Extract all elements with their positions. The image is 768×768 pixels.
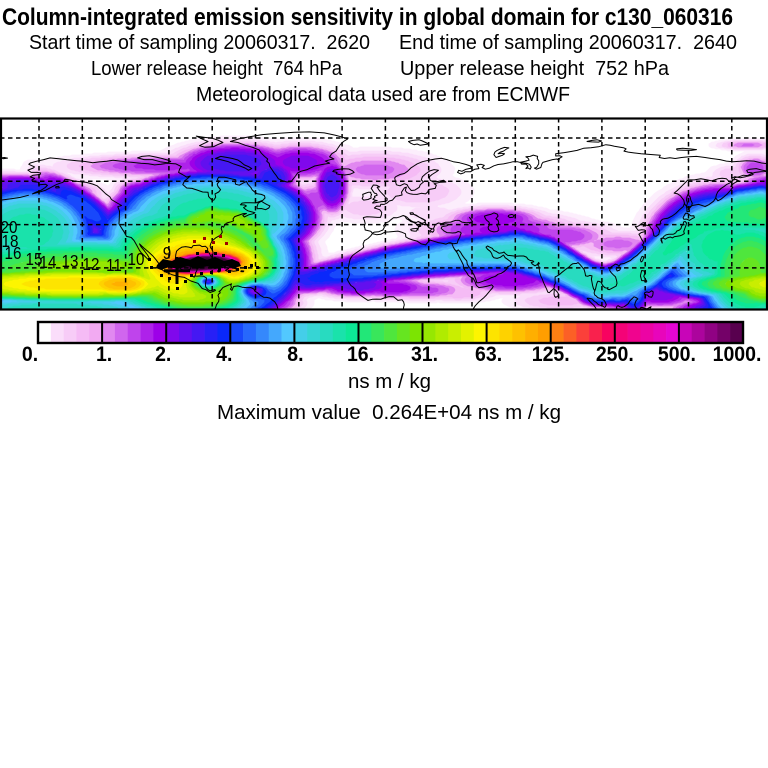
svg-text:14: 14 — [40, 253, 57, 272]
svg-text:16.: 16. — [347, 343, 374, 366]
svg-text:Upper release height 752 hPa: Upper release height 752 hPa — [400, 57, 669, 80]
svg-text:Maximum value 0.264E+04 ns m: Maximum value 0.264E+04 ns m / kg — [217, 401, 561, 424]
svg-text:16: 16 — [5, 244, 22, 263]
svg-text:4.: 4. — [216, 343, 232, 366]
svg-text:End time of sampling 20060317.: End time of sampling 20060317. 2640 — [399, 31, 737, 54]
svg-text:2.: 2. — [155, 343, 171, 366]
svg-text:11: 11 — [106, 256, 122, 275]
svg-text:1.: 1. — [96, 343, 112, 366]
svg-text:Lower release height 764 hPa: Lower release height 764 hPa — [91, 57, 342, 80]
svg-text:1000.: 1000. — [713, 343, 762, 366]
svg-text:8.: 8. — [287, 343, 303, 366]
svg-text:250.: 250. — [596, 343, 634, 366]
svg-text:18: 18 — [2, 232, 19, 251]
svg-text:9: 9 — [163, 244, 171, 263]
svg-text:ns m / kg: ns m / kg — [348, 370, 431, 393]
svg-text:15: 15 — [26, 250, 43, 269]
svg-text:125.: 125. — [532, 343, 570, 366]
svg-text:12: 12 — [83, 255, 100, 274]
svg-text:13: 13 — [62, 252, 79, 271]
svg-text:20: 20 — [1, 218, 18, 237]
svg-text:Column-integrated emission sen: Column-integrated emission sensitivity i… — [2, 3, 733, 31]
svg-text:500.: 500. — [658, 343, 696, 366]
svg-text:63.: 63. — [475, 343, 502, 366]
svg-text:31.: 31. — [411, 343, 438, 366]
svg-text:Start time of sampling 2006031: Start time of sampling 20060317. 2620 — [29, 31, 370, 54]
svg-text:Meteorological data used are f: Meteorological data used are from ECMWF — [196, 83, 570, 106]
svg-text:10: 10 — [128, 250, 145, 269]
svg-text:0.: 0. — [22, 343, 38, 366]
